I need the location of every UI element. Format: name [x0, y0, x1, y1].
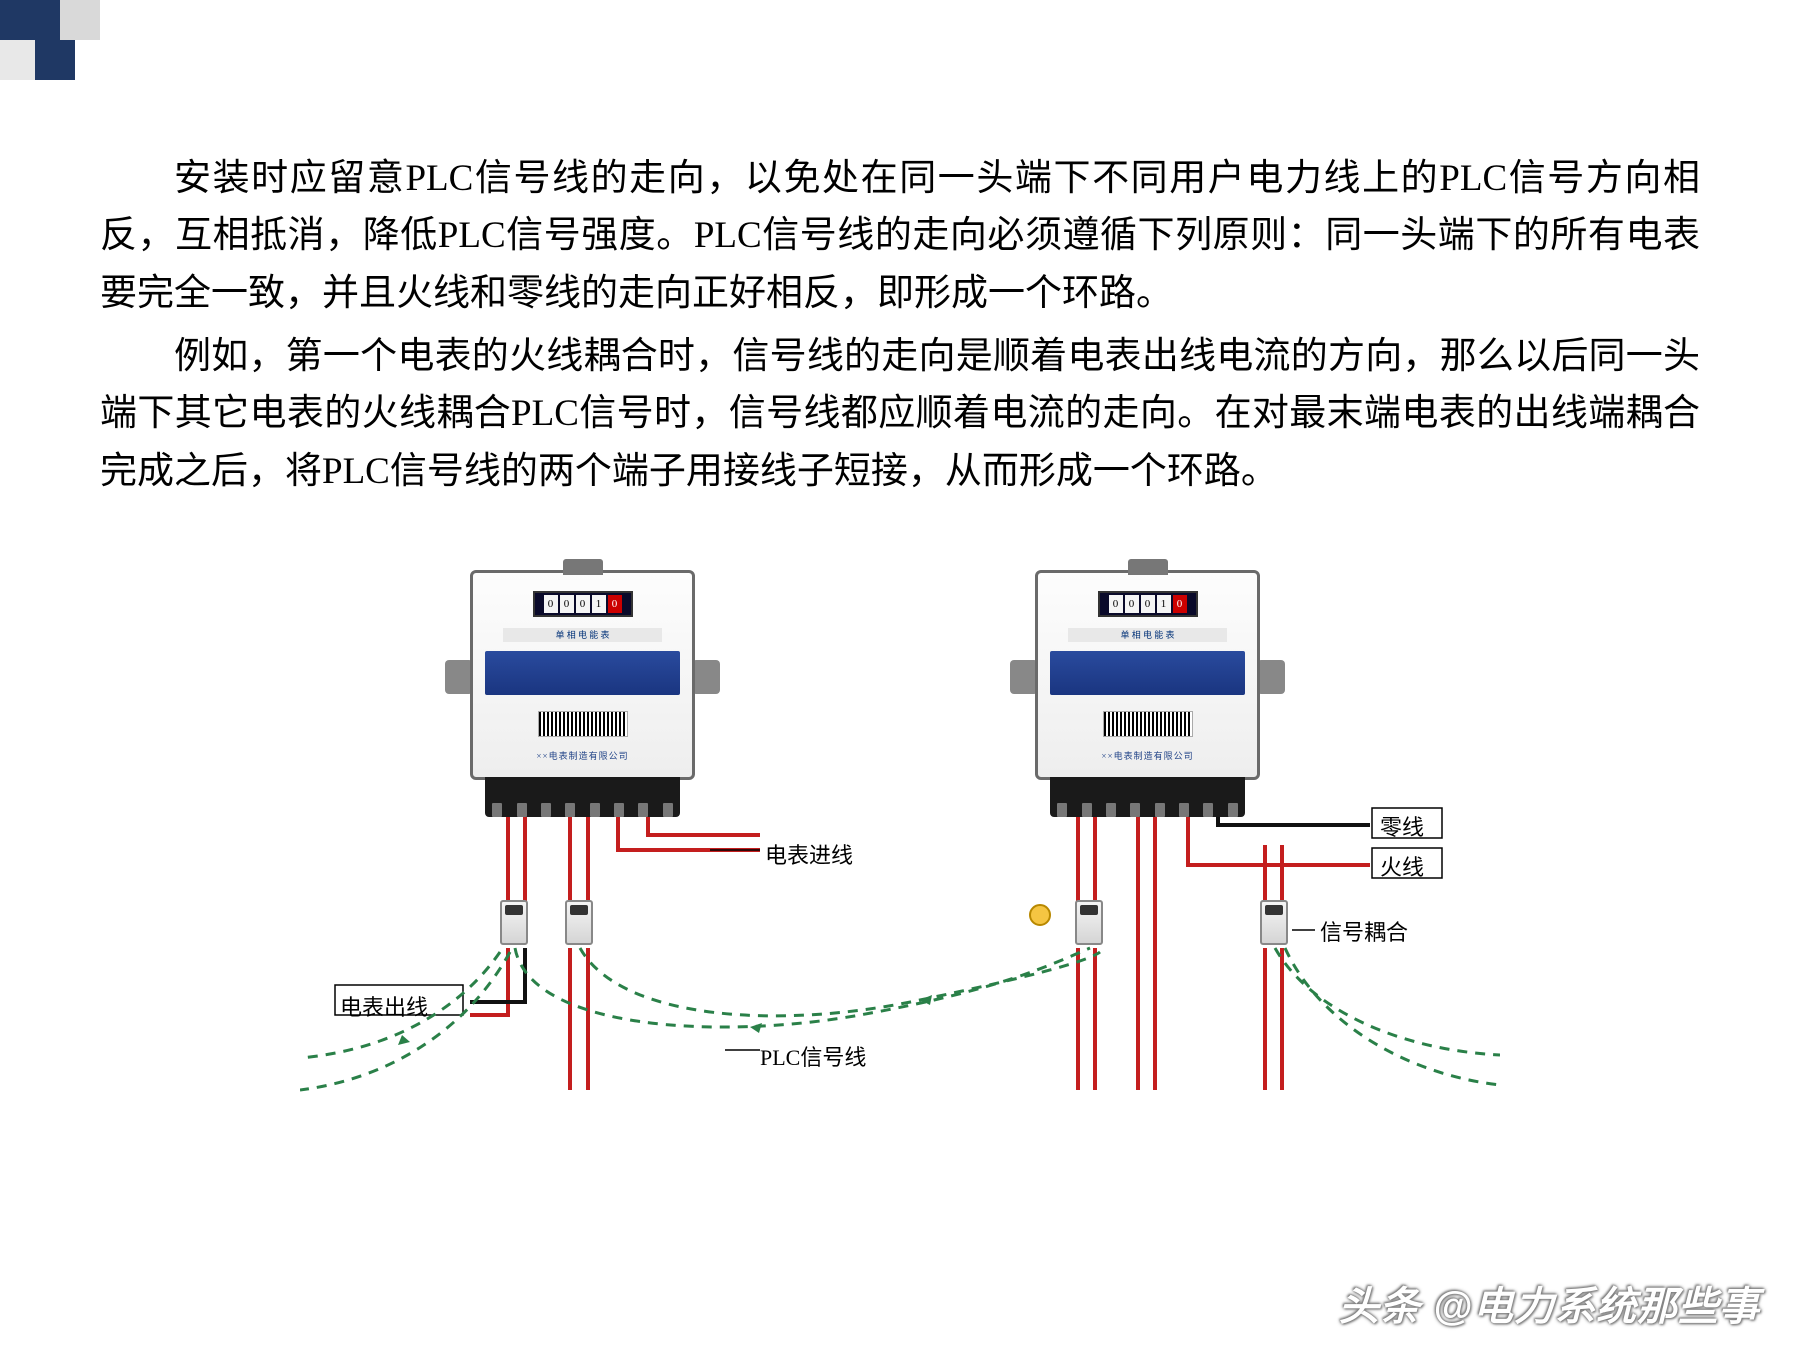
- corner-decoration: [0, 0, 140, 90]
- wiring-diagram: 0001 0 单 相 电 能 表 ××电表制造有限公司 0001 0 单 相 电…: [300, 570, 1500, 1130]
- label-meter-out: 电表出线: [340, 990, 428, 1022]
- label-meter-in: 电表进线: [765, 838, 853, 870]
- electric-meter-1: 0001 0 单 相 电 能 表 ××电表制造有限公司: [455, 570, 710, 815]
- label-plc-signal: PLC信号线: [760, 1040, 866, 1072]
- electric-meter-2: 0001 0 单 相 电 能 表 ××电表制造有限公司: [1020, 570, 1275, 815]
- label-live: 火线: [1380, 850, 1424, 882]
- content-area: 安装时应留意PLC信号线的走向，以免处在同一头端下不同用户电力线上的PLC信号方…: [0, 0, 1800, 1130]
- watermark: 头条 @电力系统那些事: [1339, 1274, 1760, 1332]
- signal-coupler-1: [500, 900, 528, 945]
- paragraph-2: 例如，第一个电表的火线耦合时，信号线的走向是顺着电表出线电流的方向，那么以后同一…: [100, 328, 1700, 500]
- signal-coupler-4: [1260, 900, 1288, 945]
- label-signal-couple: 信号耦合: [1320, 915, 1408, 947]
- signal-coupler-3: [1075, 900, 1103, 945]
- signal-coupler-2: [565, 900, 593, 945]
- label-neutral: 零线: [1380, 810, 1424, 842]
- paragraph-1: 安装时应留意PLC信号线的走向，以免处在同一头端下不同用户电力线上的PLC信号方…: [100, 150, 1700, 322]
